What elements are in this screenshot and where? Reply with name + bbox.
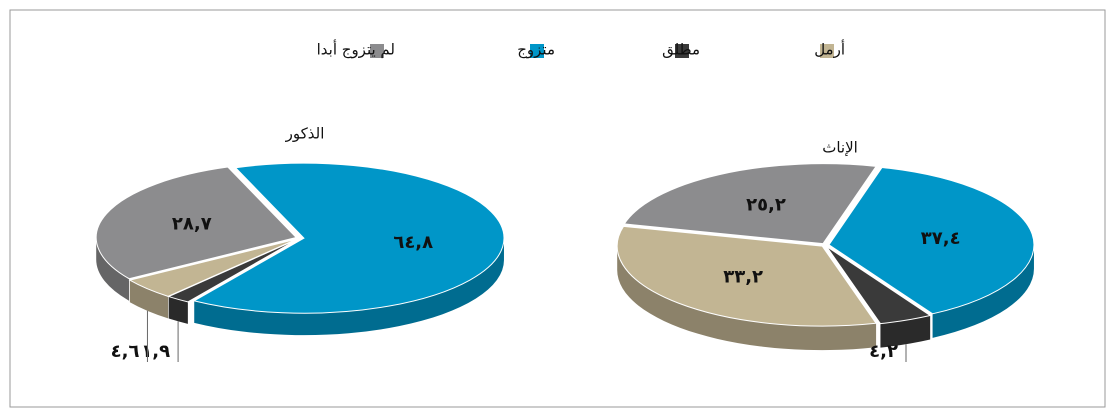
data-label: ٦٤,٨	[393, 232, 433, 253]
chart-title: الذكور	[285, 125, 325, 143]
data-label: ٣٣,٢	[723, 266, 763, 287]
pie-tops	[616, 163, 1035, 327]
data-label: ٢٥,٢	[746, 195, 786, 216]
pie-side	[617, 246, 877, 351]
pie-slice	[616, 225, 877, 327]
chart-title: الإناث	[822, 139, 858, 157]
pie-slice	[192, 162, 505, 314]
pie-sides	[96, 237, 504, 336]
legend-swatch	[530, 44, 544, 58]
pie-sides	[617, 244, 1034, 351]
pie-side	[880, 315, 931, 348]
data-label: ٤,٦	[111, 341, 140, 362]
pie-slice	[95, 166, 298, 280]
legend-swatch	[370, 44, 384, 58]
legend-label: متزوج	[517, 41, 555, 60]
pie-side	[168, 296, 188, 324]
pie-slice	[826, 246, 932, 325]
pie-side	[194, 238, 504, 336]
pie-tops	[95, 162, 505, 314]
pie-side	[932, 244, 1034, 338]
legend-label: مطلق	[662, 41, 700, 59]
pie-slice	[828, 166, 1035, 315]
data-label: ٤,٢	[869, 341, 898, 362]
data-label: ١,٩	[141, 341, 170, 362]
legend-label: لم يتزوج أبدا	[317, 40, 395, 60]
legend-swatch	[820, 44, 834, 58]
pie-slice	[128, 238, 298, 297]
data-label: ٢٨,٧	[172, 214, 212, 235]
data-label: ٣٧,٤	[921, 228, 961, 249]
pie-slice	[623, 163, 877, 245]
legend-swatch	[675, 44, 689, 58]
pie-side	[129, 280, 169, 319]
pie-side	[96, 237, 130, 301]
legend-label: أرمل	[814, 40, 845, 59]
